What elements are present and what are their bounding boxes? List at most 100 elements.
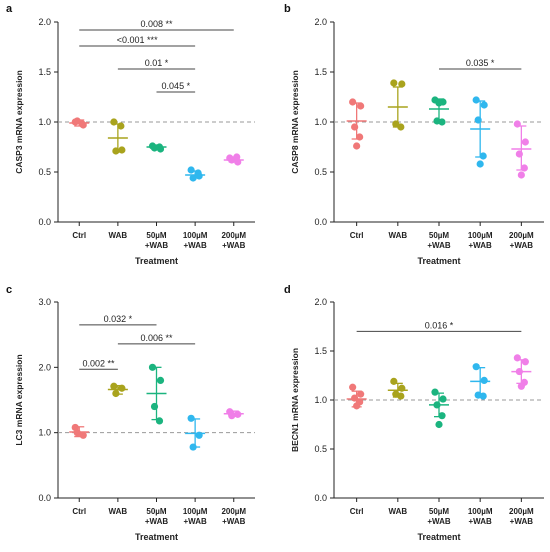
data-point (397, 392, 405, 400)
data-point (474, 116, 482, 124)
data-point (156, 376, 165, 384)
data-point (189, 174, 197, 182)
data-point (438, 412, 446, 420)
x-tick-label: WAB (388, 507, 407, 516)
data-point (520, 164, 528, 172)
x-tick-label: 50µM (146, 507, 167, 516)
panel-b: b 0.0 0.5 1.0 1.5 2.0 CASP8 mRNA expression Ctr… (284, 3, 544, 266)
data-point (435, 420, 443, 429)
x-axis-title: Treatment (417, 256, 460, 266)
x-tick-label: +WAB (183, 241, 207, 250)
y-tick-label: 3.0 (38, 297, 51, 307)
y-tick-label: 2.0 (314, 297, 327, 307)
y-tick-label: 1.0 (314, 395, 327, 405)
y-tick-label: 2.0 (38, 362, 51, 372)
data-point (433, 401, 441, 409)
x-axis-title: Treatment (135, 532, 178, 542)
comparison-label: 0.032 * (104, 314, 133, 324)
data-point (357, 102, 365, 110)
y-axis-title: LC3 mRNA expression (14, 354, 24, 445)
data-point (472, 96, 480, 104)
data-point (118, 146, 126, 154)
comparison-label: 0.006 ** (140, 333, 173, 343)
y-tick-label: 0.0 (38, 493, 51, 503)
y-axis-title: CASP8 mRNA expression (290, 70, 300, 174)
x-tick-label: 100µM (468, 231, 493, 240)
y-tick-label: 0.5 (314, 167, 327, 177)
x-tick-label: 100µM (183, 231, 208, 240)
panel-label: d (284, 284, 291, 296)
data-point (78, 120, 86, 128)
x-tick-label: Ctrl (72, 507, 86, 516)
y-tick-label: 0.5 (314, 444, 327, 454)
x-tick-label: 200µM (509, 507, 534, 516)
data-point (189, 443, 197, 451)
data-point (521, 138, 529, 146)
x-tick-label: 50µM (429, 231, 450, 240)
y-tick-label: 2.0 (38, 17, 51, 27)
data-point (480, 101, 488, 109)
x-tick-label: Ctrl (350, 507, 364, 516)
data-point (356, 133, 364, 141)
y-tick-label: 1.5 (38, 67, 51, 77)
panel-a: a 0.0 0.5 1.0 1.5 2.0 CASP3 mRNA expression Ctr… (6, 3, 255, 266)
data-point (150, 402, 159, 411)
data-point (351, 394, 359, 402)
panel-c: c 0.0 1.0 2.0 3.0 LC3 mRNA expression Ctrl WAB 5… (6, 284, 255, 542)
data-point (513, 120, 521, 128)
x-tick-label: WAB (109, 231, 128, 240)
data-point (472, 363, 480, 371)
data-point (480, 376, 488, 384)
x-tick-label: +WAB (145, 241, 169, 250)
comparison-label: 0.016 * (425, 320, 454, 330)
comparison-label: 0.01 * (145, 58, 169, 68)
data-point (357, 390, 365, 398)
data-point (476, 160, 484, 168)
data-point (398, 384, 406, 392)
data-point (479, 152, 487, 160)
x-tick-label: +WAB (427, 517, 451, 526)
x-axis-title: Treatment (135, 256, 178, 266)
data-point (351, 123, 359, 131)
data-point (438, 118, 446, 126)
x-tick-label: +WAB (222, 517, 246, 526)
x-tick-label: 200µM (509, 231, 534, 240)
data-point (112, 147, 120, 155)
x-tick-label: Ctrl (350, 231, 364, 240)
data-point (431, 388, 439, 396)
y-axis-title: BECN1 mRNA expression (290, 348, 300, 452)
x-tick-label: +WAB (469, 241, 493, 250)
comparison-label: 0.035 * (466, 58, 495, 68)
x-tick-label: +WAB (222, 241, 246, 250)
data-point (110, 118, 118, 126)
comparison-label: 0.008 ** (140, 19, 173, 29)
x-tick-label: WAB (388, 231, 407, 240)
data-point (79, 431, 87, 439)
data-point (517, 382, 525, 390)
data-point (521, 358, 529, 366)
y-tick-label: 1.0 (314, 117, 327, 127)
x-tick-label: +WAB (510, 241, 534, 250)
data-point (353, 142, 361, 150)
y-tick-label: 1.0 (38, 428, 51, 438)
y-tick-label: 1.5 (314, 67, 327, 77)
data-point (479, 392, 487, 400)
data-point (73, 429, 81, 437)
data-point (435, 99, 443, 107)
y-tick-label: 0.0 (38, 217, 51, 227)
data-point (195, 431, 203, 439)
x-tick-label: +WAB (427, 241, 451, 250)
panel-d: d 0.0 0.5 1.0 1.5 2.0 BECN1 mRNA expression Ctr… (284, 284, 544, 542)
y-tick-label: 1.5 (314, 346, 327, 356)
y-tick-label: 0.0 (314, 493, 327, 503)
data-point (398, 80, 406, 88)
x-tick-label: 200µM (221, 231, 246, 240)
x-tick-label: 100µM (183, 507, 208, 516)
data-point (390, 79, 398, 87)
data-point (515, 367, 523, 376)
x-tick-label: +WAB (145, 517, 169, 526)
x-tick-label: Ctrl (72, 231, 86, 240)
comparison-label: 0.002 ** (83, 358, 116, 368)
x-axis-title: Treatment (417, 532, 460, 542)
